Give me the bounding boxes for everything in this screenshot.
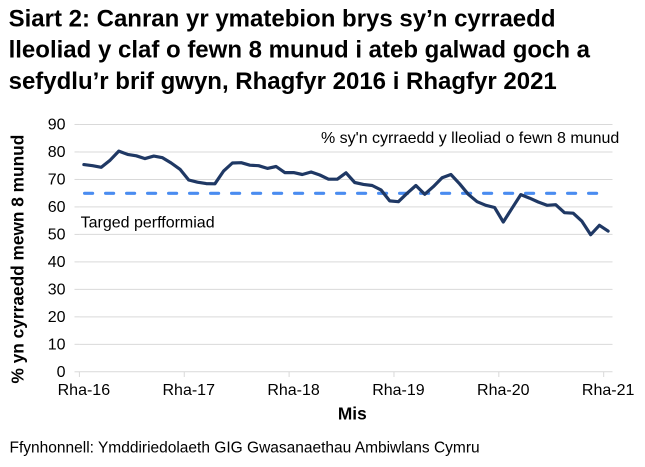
svg-text:0: 0: [57, 364, 66, 381]
svg-text:90: 90: [48, 116, 66, 133]
svg-text:80: 80: [48, 144, 66, 161]
svg-text:Siart 2: Canran yr ymatebion b: Siart 2: Canran yr ymatebion brys sy’n c…: [9, 6, 556, 33]
svg-text:Rha-19: Rha-19: [372, 382, 425, 399]
svg-text:Targed perfformiad: Targed perfformiad: [81, 215, 215, 232]
svg-text:50: 50: [48, 226, 66, 243]
svg-text:40: 40: [48, 254, 66, 271]
svg-text:10: 10: [48, 336, 66, 353]
svg-text:Mis: Mis: [338, 404, 367, 424]
svg-text:Rha-20: Rha-20: [477, 382, 530, 399]
svg-text:60: 60: [48, 199, 66, 216]
svg-text:Rha-17: Rha-17: [162, 382, 215, 399]
svg-text:Rha-21: Rha-21: [582, 382, 635, 399]
svg-text:30: 30: [48, 281, 66, 298]
svg-text:Ffynhonnell: Ymddiriedolaeth G: Ffynhonnell: Ymddiriedolaeth GIG Gwasana…: [10, 439, 480, 456]
svg-text:% sy'n cyrraedd y lleoliad o f: % sy'n cyrraedd y lleoliad o fewn 8 munu…: [321, 130, 619, 147]
svg-text:% yn cyrraedd mewn 8 munud: % yn cyrraedd mewn 8 munud: [8, 135, 28, 384]
svg-text:Rha-18: Rha-18: [267, 382, 320, 399]
svg-text:sefydlu’r brif gwyn, Rhagfyr 2: sefydlu’r brif gwyn, Rhagfyr 2016 i Rhag…: [9, 68, 557, 95]
svg-text:20: 20: [48, 309, 66, 326]
svg-text:Rha-16: Rha-16: [58, 382, 111, 399]
svg-text:70: 70: [48, 171, 66, 188]
svg-text:lleoliad y claf o fewn 8 munud: lleoliad y claf o fewn 8 munud i ateb ga…: [9, 37, 591, 64]
